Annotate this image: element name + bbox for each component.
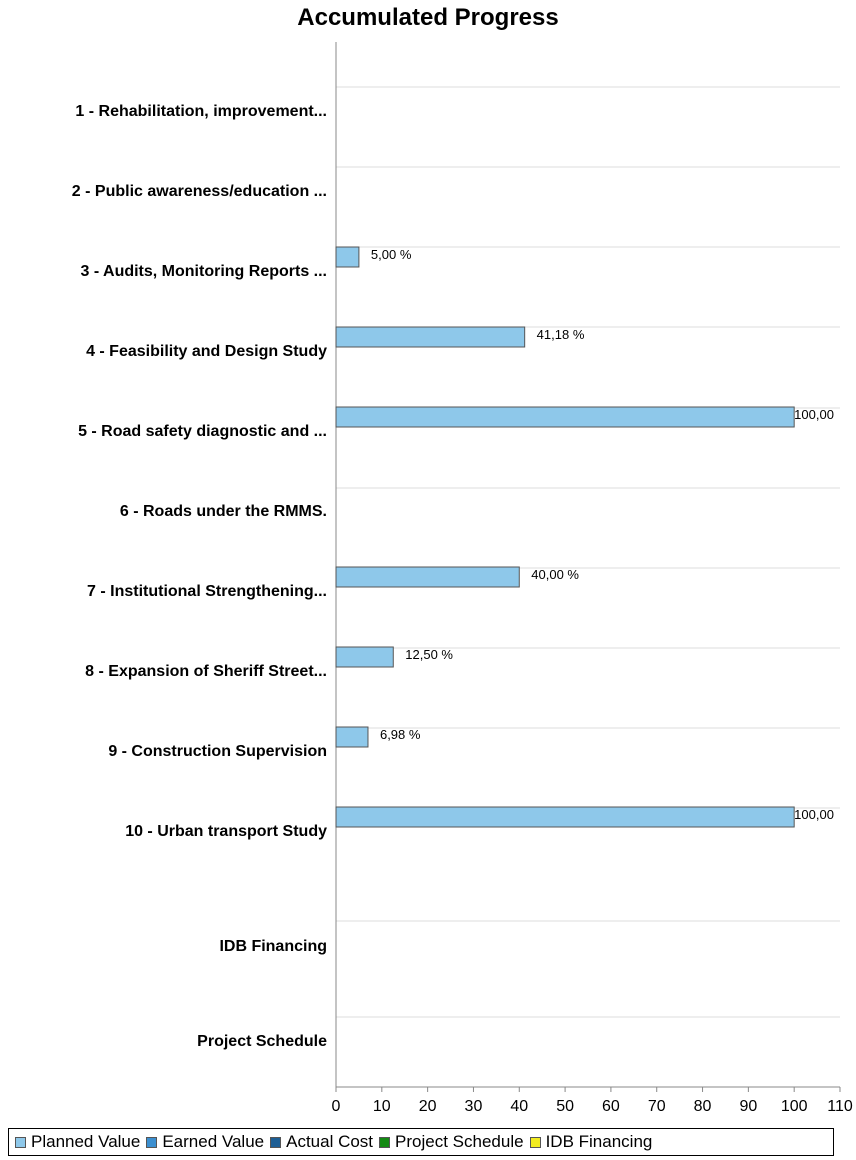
axes <box>335 42 841 1092</box>
category-label: 7 - Institutional Strengthening... <box>87 583 327 600</box>
data-label: 100,00 <box>794 807 834 822</box>
category-label: Project Schedule <box>197 1033 327 1050</box>
data-label: 6,98 % <box>380 727 421 742</box>
category-label: 6 - Roads under the RMMS. <box>120 503 327 520</box>
x-tick-label: 70 <box>648 1098 666 1115</box>
legend: Planned Value Earned Value Actual Cost Proj… <box>8 1128 834 1156</box>
x-tick-label: 100 <box>781 1098 808 1115</box>
x-tick-label: 20 <box>419 1098 437 1115</box>
category-label: 8 - Expansion of Sheriff Street... <box>85 663 327 680</box>
category-label: 4 - Feasibility and Design Study <box>86 343 327 360</box>
data-label: 12,50 % <box>405 647 453 662</box>
labels: 0 10 20 30 40 50 60 70 80 90 100 110 1 - Rehabilitat… <box>72 103 853 1115</box>
category-label: 3 - Audits, Monitoring Reports ... <box>80 263 327 280</box>
bar <box>335 566 520 588</box>
bar <box>335 326 526 348</box>
data-label: 41,18 % <box>537 327 585 342</box>
bar <box>335 726 369 748</box>
x-tick-label: 30 <box>465 1098 483 1115</box>
legend-swatch <box>379 1136 391 1148</box>
legend-item: Earned Value <box>146 1132 264 1152</box>
bar <box>335 246 360 268</box>
legend-swatch <box>146 1136 158 1148</box>
legend-item: IDB Financing <box>529 1132 653 1152</box>
data-label: 40,00 % <box>531 567 579 582</box>
legend-swatch <box>15 1136 26 1148</box>
category-label: 10 - Urban transport Study <box>125 823 327 840</box>
category-label: 9 - Construction Supervision <box>108 743 327 760</box>
chart-title: Accumulated Progress <box>297 4 559 31</box>
x-tick-label: 110 <box>827 1098 853 1115</box>
x-tick-label: 40 <box>510 1098 528 1115</box>
legend-label: Planned Value <box>31 1132 141 1151</box>
legend-swatch <box>529 1136 541 1148</box>
legend-label: Earned Value <box>162 1132 265 1151</box>
legend-item: Actual Cost <box>270 1132 373 1152</box>
bar-chart: 0 10 20 30 40 50 60 70 80 90 100 110 1 - Rehabilitat… <box>72 42 853 1115</box>
x-tick-label: 0 <box>332 1098 341 1115</box>
x-tick-label: 90 <box>739 1098 757 1115</box>
category-label: IDB Financing <box>219 938 327 955</box>
x-tick-label: 60 <box>602 1098 620 1115</box>
data-label: 5,00 % <box>371 247 412 262</box>
bars <box>335 246 795 828</box>
legend-item: Project Schedule <box>379 1132 524 1152</box>
legend-label: Project Schedule <box>395 1132 524 1151</box>
bar <box>335 406 795 428</box>
category-label: 5 - Road safety diagnostic and ... <box>78 423 327 440</box>
data-label: 100,00 <box>794 407 834 422</box>
x-tick-label: 80 <box>694 1098 712 1115</box>
gridlines <box>336 86 840 1018</box>
legend-label: IDB Financing <box>545 1132 653 1151</box>
legend-item: Planned Value <box>15 1132 140 1152</box>
x-tick-label: 10 <box>373 1098 391 1115</box>
x-tick-label: 50 <box>556 1098 574 1115</box>
legend-swatch <box>270 1136 282 1148</box>
category-label: 1 - Rehabilitation, improvement... <box>75 103 327 120</box>
bar <box>335 806 795 828</box>
bar <box>335 646 394 668</box>
category-label: 2 - Public awareness/education ... <box>72 183 327 200</box>
legend-label: Actual Cost <box>286 1132 374 1151</box>
